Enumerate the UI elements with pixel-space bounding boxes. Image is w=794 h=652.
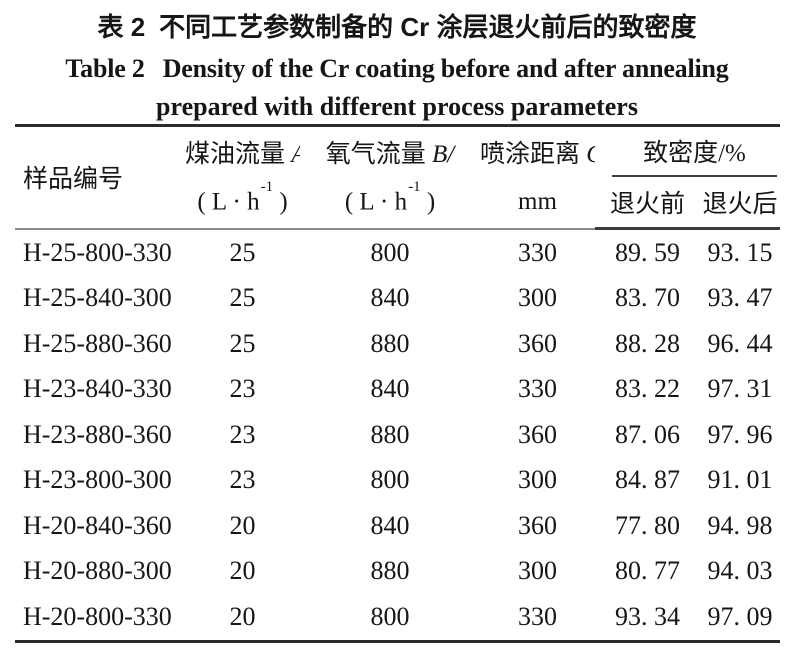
density-after-value: 91. 01 (707, 465, 773, 495)
sample-id: H-20-880-300 (23, 556, 172, 586)
density-before-value: 89. 59 (615, 237, 680, 267)
unit-close: ) (273, 188, 288, 216)
oxygen-flow-value: 880 (370, 419, 410, 449)
table-title-zh-text: 不同工艺参数制备的 Cr 涂层退火前后的致密度 (159, 12, 697, 42)
header-spray-distance: 喷涂距离 C/ (480, 126, 595, 178)
spray-distance-value: 360 (518, 510, 557, 540)
table-title-en-number: Table 2 (65, 54, 145, 83)
header-oxygen-flow: 氧气流量 B/ (300, 126, 480, 178)
oxygen-flow-value: 800 (370, 465, 410, 495)
table-title-en: Table 2 Density of the Cr coating before… (0, 52, 794, 86)
density-before-value: 88. 28 (615, 328, 680, 358)
spray-distance-value: 360 (518, 328, 557, 358)
table-title-zh-number: 表 2 (97, 12, 146, 42)
table-row: H-23-840-330 23 840 330 83. 22 97. 31 (15, 367, 780, 413)
unit-open: ( L · h (344, 188, 408, 216)
header-row-2: ( L · h-1 ) ( L · h-1 ) mm 退火前 退火后 (15, 177, 780, 230)
table-row: H-20-840-360 20 840 360 77. 80 94. 98 (15, 503, 780, 549)
density-after-value: 93. 47 (707, 283, 773, 313)
header-kerosene-variable: A/ (291, 141, 300, 168)
sample-id: H-25-800-330 (23, 237, 172, 267)
sample-id: H-23-800-300 (23, 465, 172, 495)
spray-distance-value: 300 (518, 556, 557, 586)
sample-id: H-20-800-330 (23, 601, 172, 631)
density-after-value: 94. 03 (707, 556, 773, 586)
kerosene-flow-value: 20 (229, 510, 256, 540)
header-distance-variable: C/ (586, 141, 595, 168)
header-density-group: 致密度/% (595, 126, 780, 177)
density-before-value: 83. 22 (615, 374, 680, 404)
header-sample: 样品编号 (15, 125, 185, 230)
density-before-value: 84. 87 (615, 465, 680, 495)
header-kerosene-unit: ( L · h-1 ) (185, 177, 300, 230)
oxygen-flow-value: 840 (370, 374, 410, 404)
kerosene-flow-value: 23 (229, 465, 256, 495)
header-distance-unit: mm (480, 177, 595, 230)
header-row-1: 样品编号 煤油流量 A/ 氧气流量 B/ 喷涂距离 C/ 致密度/% (15, 125, 780, 230)
density-before-value: 93. 34 (615, 601, 680, 631)
kerosene-flow-value: 20 (229, 556, 256, 586)
density-after-value: 97. 96 (707, 419, 773, 449)
header-before-annealing: 退火前 (595, 177, 700, 230)
table-body: H-25-800-330 25 800 330 89. 59 93. 15 H-… (15, 229, 780, 642)
sample-id: H-20-840-360 (23, 510, 172, 540)
kerosene-flow-value: 25 (229, 328, 256, 358)
table-row: H-25-800-330 25 800 330 89. 59 93. 15 (15, 229, 780, 276)
kerosene-flow-value: 23 (229, 419, 256, 449)
density-group-label: 致密度/% (612, 127, 777, 177)
header-kerosene-flow: 煤油流量 A/ (185, 126, 300, 178)
header-distance-label: 喷涂距离 (480, 141, 581, 168)
table-row: H-20-800-330 20 800 330 93. 34 97. 09 (15, 594, 780, 641)
density-before-value: 83. 70 (615, 283, 680, 313)
density-after-value: 93. 15 (707, 237, 773, 267)
oxygen-flow-value: 840 (370, 283, 410, 313)
oxygen-flow-value: 880 (370, 328, 410, 358)
sample-id: H-25-840-300 (23, 283, 172, 313)
unit-exponent: -1 (260, 179, 274, 196)
unit-close: ) (420, 188, 436, 216)
kerosene-flow-value: 25 (229, 283, 256, 313)
table-row: H-25-840-300 25 840 300 83. 70 93. 47 (15, 276, 780, 322)
density-before-value: 80. 77 (615, 556, 680, 586)
density-before-value: 87. 06 (615, 419, 680, 449)
spray-distance-value: 300 (518, 465, 557, 495)
kerosene-flow-value: 20 (229, 601, 256, 631)
table-title-en-line2: prepared with different process paramete… (156, 92, 638, 121)
spray-distance-value: 300 (518, 283, 557, 313)
sample-id: H-23-840-330 (23, 374, 172, 404)
density-table: 样品编号 煤油流量 A/ 氧气流量 B/ 喷涂距离 C/ 致密度/% ( L ·… (15, 124, 780, 643)
table-header: 样品编号 煤油流量 A/ 氧气流量 B/ 喷涂距离 C/ 致密度/% ( L ·… (15, 125, 780, 230)
density-after-value: 97. 31 (707, 374, 773, 404)
kerosene-flow-value: 25 (229, 237, 256, 267)
header-oxygen-unit: ( L · h-1 ) (300, 177, 480, 230)
density-after-value: 97. 09 (707, 601, 773, 631)
oxygen-flow-value: 880 (370, 556, 410, 586)
spray-distance-value: 360 (518, 419, 557, 449)
oxygen-flow-value: 840 (370, 510, 410, 540)
table-row: H-25-880-360 25 880 360 88. 28 96. 44 (15, 321, 780, 367)
header-kerosene-label: 煤油流量 (185, 141, 286, 168)
spray-distance-value: 330 (518, 237, 557, 267)
sample-id: H-23-880-360 (23, 419, 172, 449)
spray-distance-value: 330 (518, 374, 557, 404)
density-before-value: 77. 80 (615, 510, 680, 540)
header-oxygen-variable: B/ (432, 141, 455, 168)
table-row: H-20-880-300 20 880 300 80. 77 94. 03 (15, 549, 780, 595)
unit-open: ( L · h (197, 188, 260, 216)
kerosene-flow-value: 23 (229, 374, 256, 404)
table-row: H-23-880-360 23 880 360 87. 06 97. 96 (15, 412, 780, 458)
table-row: H-23-800-300 23 800 300 84. 87 91. 01 (15, 458, 780, 504)
header-after-annealing: 退火后 (700, 177, 780, 230)
oxygen-flow-value: 800 (370, 237, 410, 267)
spray-distance-value: 330 (518, 601, 557, 631)
oxygen-flow-value: 800 (370, 601, 410, 631)
unit-exponent: -1 (408, 179, 421, 196)
density-after-value: 96. 44 (707, 328, 773, 358)
table-title-en-text: Density of the Cr coating before and aft… (162, 54, 729, 83)
header-oxygen-label: 氧气流量 (325, 141, 426, 168)
sample-id: H-25-880-360 (23, 328, 172, 358)
density-after-value: 94. 98 (707, 510, 773, 540)
table-title-zh: 表 2 不同工艺参数制备的 Cr 涂层退火前后的致密度 (0, 10, 794, 44)
